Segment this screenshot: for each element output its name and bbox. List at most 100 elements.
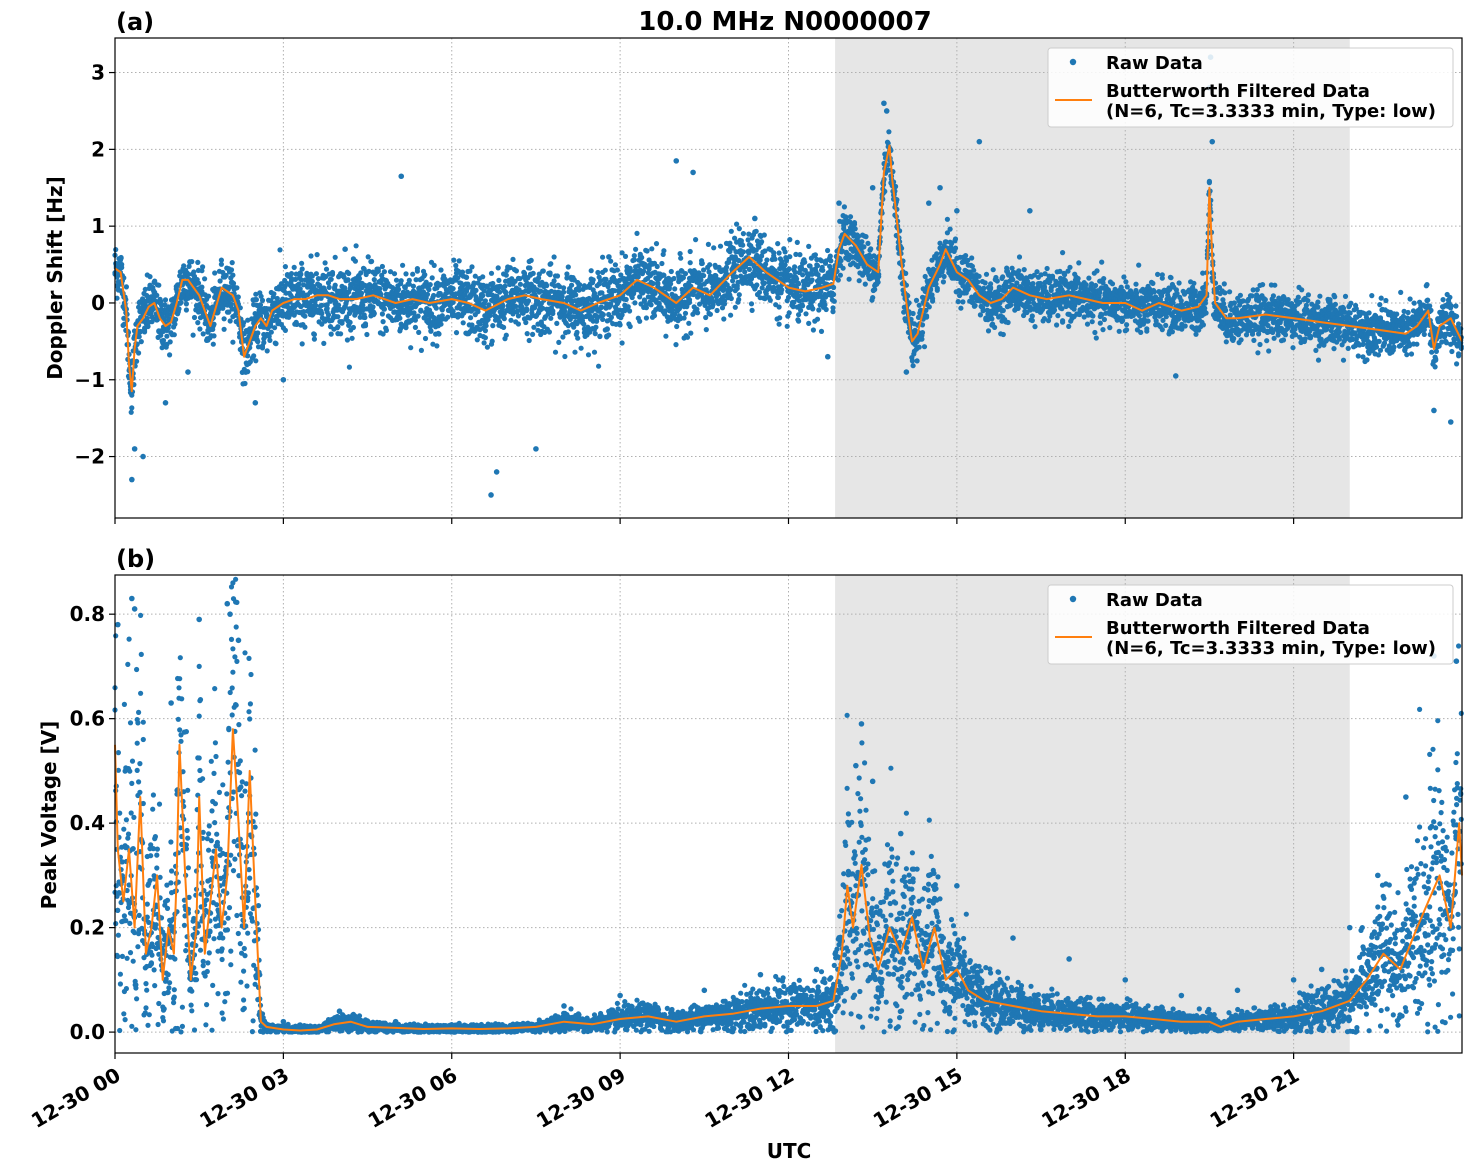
raw-data-point [152, 278, 158, 284]
raw-data-point [313, 302, 319, 309]
raw-data-point [841, 204, 848, 210]
raw-data-point [197, 326, 203, 332]
raw-data-point [292, 276, 299, 282]
raw-data-point [674, 323, 680, 330]
raw-data-point [590, 277, 596, 283]
raw-data-point [350, 324, 356, 331]
raw-data-point [637, 318, 643, 324]
raw-data-point [118, 254, 124, 261]
raw-data-point [561, 285, 567, 291]
raw-data-point [211, 333, 217, 339]
raw-data-point [299, 277, 305, 283]
raw-data-point [1223, 339, 1229, 345]
raw-data-point [988, 281, 994, 287]
raw-data-point [335, 314, 341, 320]
raw-data-point [438, 321, 444, 327]
raw-data-point [678, 255, 684, 261]
raw-data-point [776, 304, 782, 310]
raw-data-point [772, 256, 778, 262]
raw-data-point [338, 331, 344, 337]
figure-title: 10.0 MHz N0000007 [638, 7, 931, 37]
raw-data-point [227, 318, 233, 324]
raw-data-point [835, 277, 841, 283]
raw-data-point [210, 341, 216, 347]
raw-data-point [992, 324, 998, 330]
raw-data-point [552, 349, 559, 355]
raw-data-point [245, 353, 251, 359]
raw-data-point [488, 270, 495, 276]
raw-data-point [856, 278, 862, 284]
raw-data-point [695, 310, 701, 316]
raw-data-point [810, 327, 817, 333]
raw-data-point [734, 221, 740, 227]
raw-data-point [221, 316, 227, 322]
raw-data-point [434, 343, 440, 349]
raw-data-point [229, 260, 235, 266]
raw-data-point [800, 303, 806, 309]
raw-data-point [598, 304, 604, 310]
raw-data-point [1093, 282, 1099, 289]
raw-data-point [1168, 275, 1174, 281]
raw-data-point [684, 334, 691, 340]
raw-data-point [958, 305, 964, 311]
raw-data-point [565, 264, 571, 270]
raw-data-point [822, 302, 828, 308]
raw-data-point [994, 278, 1000, 284]
raw-data-point [156, 282, 162, 288]
raw-data-point [736, 226, 742, 232]
raw-data-point [221, 326, 227, 332]
raw-data-point [1005, 319, 1011, 326]
raw-data-point [803, 311, 809, 317]
raw-data-point [517, 281, 524, 287]
panel-a-label: (a) [116, 8, 154, 36]
raw-data-point [167, 339, 173, 345]
raw-data-point [1101, 316, 1107, 323]
raw-data-point [245, 317, 251, 323]
raw-data-point [136, 334, 142, 340]
raw-data-point [496, 277, 502, 283]
raw-data-point [649, 246, 655, 252]
raw-data-point [251, 353, 257, 359]
raw-data-point [503, 332, 509, 338]
raw-data-point [654, 263, 660, 270]
raw-data-point [574, 329, 580, 335]
raw-data-point [797, 293, 803, 299]
raw-data-point [952, 245, 959, 251]
raw-data-point [934, 285, 940, 291]
raw-data-point [784, 323, 790, 329]
raw-data-point [319, 310, 325, 317]
raw-data-point [600, 254, 606, 260]
raw-data-point [619, 340, 625, 346]
raw-data-point [947, 226, 953, 232]
raw-data-point [293, 271, 299, 277]
raw-data-point [253, 297, 259, 303]
raw-data-point [592, 331, 598, 337]
raw-data-point [158, 332, 164, 338]
raw-data-point [253, 358, 259, 364]
raw-data-point [497, 289, 503, 295]
raw-data-point [311, 331, 317, 338]
raw-data-point [173, 316, 179, 323]
raw-data-point [976, 273, 982, 279]
raw-data-point [119, 264, 125, 271]
raw-data-point [1191, 280, 1197, 286]
raw-data-point [220, 269, 226, 276]
raw-data-point [569, 282, 575, 288]
raw-data-point [138, 339, 144, 345]
raw-data-point [329, 269, 336, 276]
raw-data-point [794, 239, 800, 245]
raw-data-point [548, 315, 554, 321]
raw-data-point [1032, 324, 1038, 330]
raw-data-point [191, 269, 197, 275]
raw-data-point [188, 294, 194, 300]
raw-data-point [775, 241, 781, 247]
raw-data-point [886, 129, 892, 135]
raw-data-point [965, 286, 971, 292]
raw-data-point [749, 307, 755, 313]
raw-data-point [164, 333, 170, 339]
raw-data-point [400, 262, 406, 268]
raw-data-point [698, 277, 704, 283]
raw-data-point [501, 324, 507, 330]
raw-data-point [326, 284, 332, 290]
